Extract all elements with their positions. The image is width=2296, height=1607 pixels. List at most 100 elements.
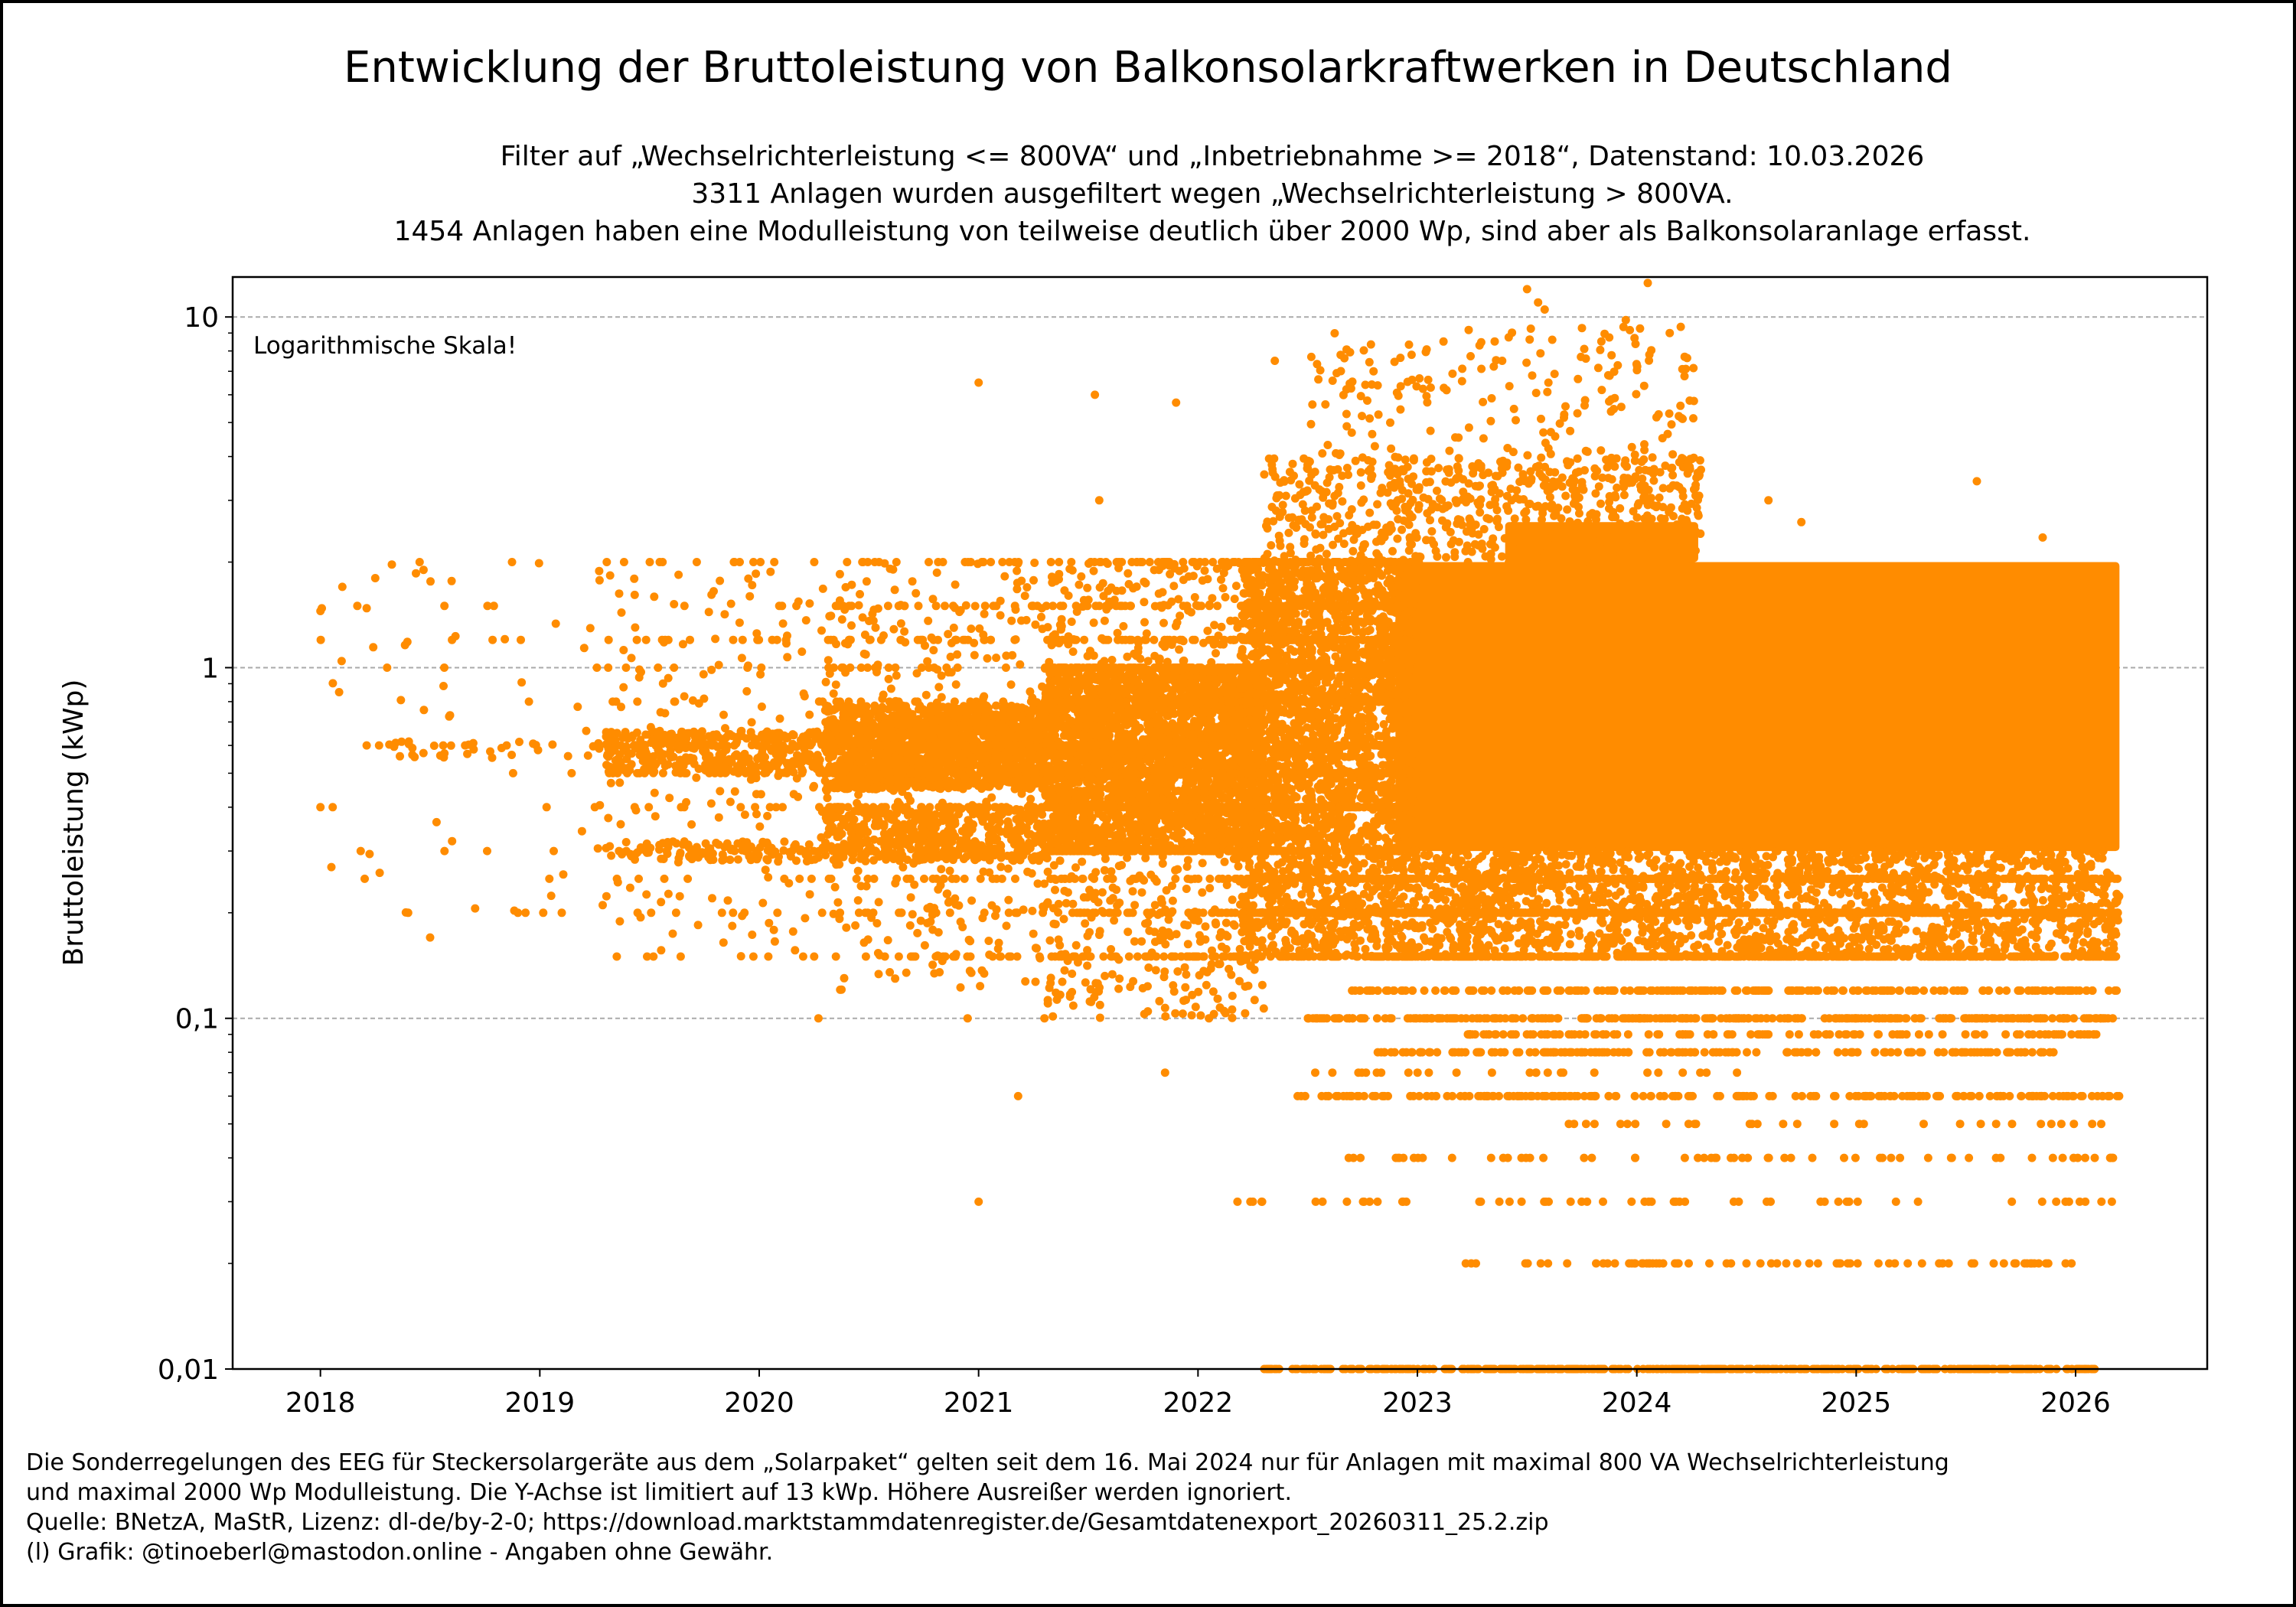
scatter-point [951,950,960,959]
scatter-point [955,769,964,778]
scatter-point [693,921,703,930]
scatter-point [1133,952,1142,961]
scatter-point [426,577,435,586]
scatter-point [704,608,713,617]
scatter-point [899,862,908,872]
scatter-point [860,806,869,815]
scatter-point [1171,621,1180,631]
scatter-point [847,621,856,630]
scatter-point [1009,707,1018,716]
scatter-point [878,750,887,759]
scatter-point [1203,626,1212,635]
scatter-point [1161,1012,1170,1021]
scatter-point [1007,616,1016,625]
scatter-point [894,952,903,961]
scatter-point [1117,635,1127,644]
scatter-point [1101,971,1110,980]
scatter-point [1076,908,1085,918]
scatter-point [908,709,917,719]
scatter-point [602,740,611,749]
scatter-point [928,960,938,970]
scatter-point [721,724,729,733]
scatter-point [931,836,940,846]
scatter-point [701,839,710,848]
scatter-point [726,599,735,608]
scatter-point [1155,996,1164,1006]
scatter-point [1002,725,1011,734]
scatter-point [508,768,517,777]
scatter-point [1071,940,1081,950]
scatter-point [1205,874,1215,883]
scatter-point [920,874,928,883]
scatter-point [683,874,693,883]
scatter-point [1027,869,1036,878]
scatter-point [891,663,900,672]
scatter-point [400,641,409,650]
scatter-point [1257,980,1267,989]
scatter-point [1058,635,1067,644]
scatter-point [730,787,739,796]
scatter-point [714,660,723,670]
scatter-point [1022,583,1032,592]
scatter-point [998,558,1007,566]
scatter-point [835,569,844,579]
scatter-point [892,874,902,883]
scatter-point [921,690,931,699]
scatter-point [853,896,863,905]
scatter-point [947,758,957,768]
scatter-point [924,616,933,625]
scatter-point [880,559,889,568]
scatter-point [826,820,835,830]
scatter-point [840,711,850,719]
scatter-point [951,874,960,883]
scatter-point [524,697,533,706]
scatter-point [956,983,965,992]
scatter-point [1151,966,1160,975]
scatter-point [1047,952,1056,961]
scatter-point [949,720,958,729]
scatter-point [1095,558,1104,566]
scatter-point [1083,583,1092,592]
scatter-point [970,650,979,660]
scatter-point [1183,921,1192,930]
scatter-point [1107,867,1116,876]
scatter-point [746,775,755,784]
scatter-point [959,749,968,758]
scatter-point [822,728,831,737]
scatter-point [794,597,803,606]
scatter-point [719,710,728,719]
scatter-point [610,746,619,755]
scatter-point [1037,612,1045,621]
scatter-point [463,749,472,758]
scatter-point [1013,559,1022,568]
scatter-point [863,813,872,823]
scatter-point [1113,628,1122,637]
scatter-point [1080,601,1089,611]
scatter-point [1210,905,1219,914]
scatter-point [1125,635,1134,644]
scatter-point [919,769,928,777]
scatter-point [923,809,932,818]
scatter-point [1203,575,1212,584]
scatter-point [798,952,807,961]
scatter-point [947,729,956,738]
scatter-point [919,778,928,787]
scatter-point [1095,927,1104,936]
scatter-point [1198,859,1207,868]
scatter-point [917,823,926,832]
scatter-point [607,851,616,860]
scatter-point [1029,929,1038,938]
scatter-point [814,759,823,768]
scatter-point [1168,952,1177,961]
scatter-point [879,690,888,699]
scatter-point [752,740,761,749]
scatter-point [419,706,429,715]
scatter-point [781,635,791,644]
scatter-point [632,635,641,644]
scatter-point [889,849,899,858]
scatter-point [1083,961,1092,970]
scatter-point [1045,983,1054,993]
scatter-point [854,601,863,610]
scatter-point [1103,559,1112,569]
scatter-point [1228,991,1237,1000]
